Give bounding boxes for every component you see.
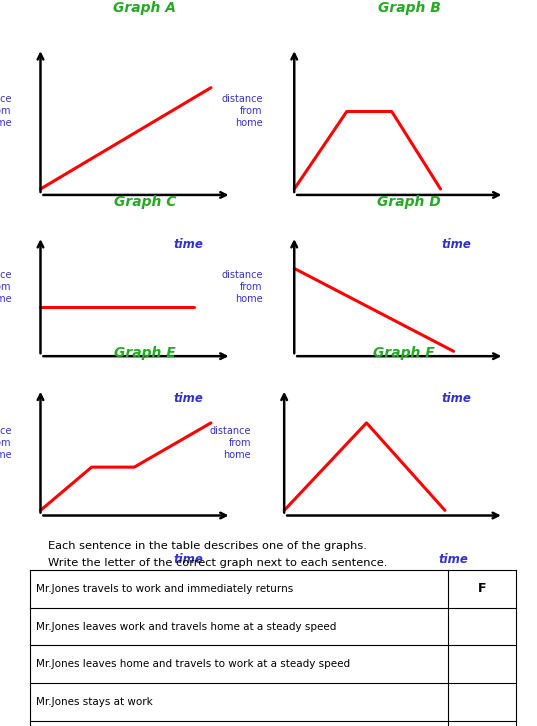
Text: Mr.Jones travels to work and immediately returns: Mr.Jones travels to work and immediately… — [36, 584, 293, 594]
Text: Graph B: Graph B — [378, 1, 441, 15]
Text: Write the letter of the correct graph next to each sentence.: Write the letter of the correct graph ne… — [48, 558, 388, 568]
Text: time: time — [439, 553, 469, 566]
Text: time: time — [173, 553, 203, 566]
Text: distance
from
home: distance from home — [0, 94, 12, 128]
Text: time: time — [173, 238, 203, 251]
Text: distance
from
home: distance from home — [0, 270, 12, 304]
Text: Graph A: Graph A — [113, 1, 177, 15]
Text: Graph C: Graph C — [114, 195, 176, 209]
Text: Mr.Jones leaves home and travels to work at a steady speed: Mr.Jones leaves home and travels to work… — [36, 659, 350, 669]
Text: Each sentence in the table describes one of the graphs.: Each sentence in the table describes one… — [48, 541, 367, 551]
Text: time: time — [441, 238, 471, 251]
Text: time: time — [441, 392, 471, 405]
Text: Graph D: Graph D — [378, 195, 441, 209]
Text: distance
from
home: distance from home — [210, 425, 251, 460]
Text: distance
from
home: distance from home — [221, 94, 263, 128]
Text: F: F — [478, 582, 486, 595]
Text: time: time — [173, 392, 203, 405]
Text: distance
from
home: distance from home — [0, 425, 12, 460]
Text: Graph E: Graph E — [114, 346, 176, 360]
Text: Mr.Jones stays at work: Mr.Jones stays at work — [36, 697, 153, 707]
Text: Graph F: Graph F — [374, 346, 435, 360]
Text: Mr.Jones leaves work and travels home at a steady speed: Mr.Jones leaves work and travels home at… — [36, 621, 336, 632]
Text: distance
from
home: distance from home — [221, 270, 263, 304]
